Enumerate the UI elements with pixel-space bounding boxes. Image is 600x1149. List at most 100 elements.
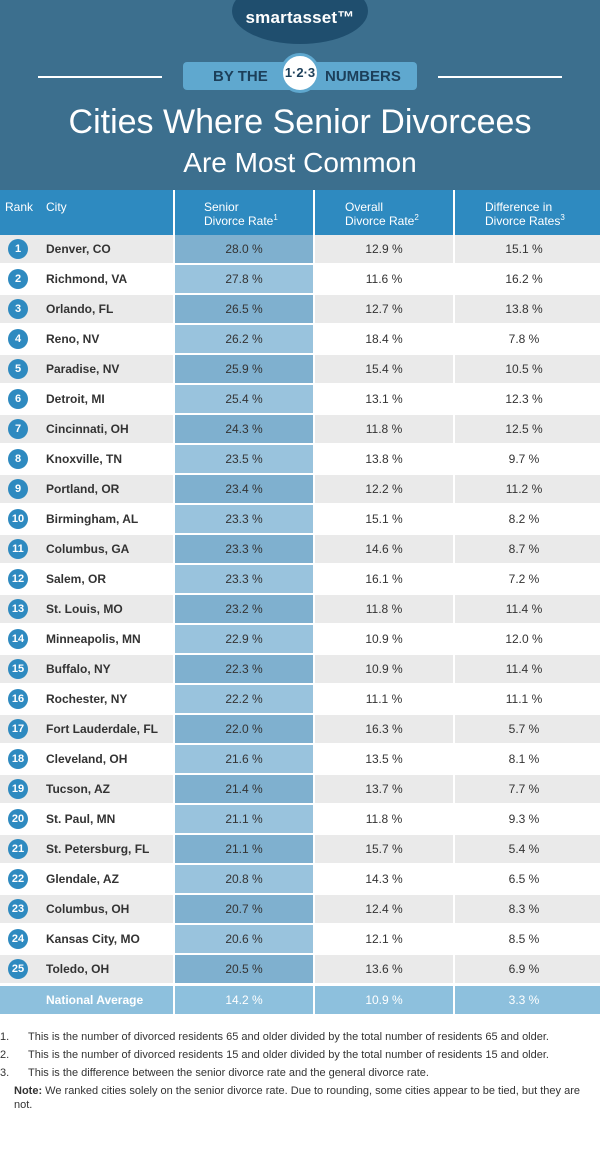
- senior-divorce-rate: 22.0 %: [225, 722, 263, 736]
- city-name: Minneapolis, MN: [46, 632, 141, 646]
- overall-divorce-rate: 13.1 %: [365, 392, 403, 406]
- senior-rate-cell-bg: [175, 655, 313, 683]
- rank-badge: 20: [8, 809, 28, 829]
- senior-divorce-rate: 27.8 %: [225, 272, 263, 286]
- table-row: 16 Rochester, NY 22.2 % 11.1 % 11.1 %: [0, 685, 600, 713]
- senior-rate-cell-bg: [175, 385, 313, 413]
- rank-badge: 5: [8, 359, 28, 379]
- banner-left-text: BY THE: [213, 68, 268, 85]
- senior-divorce-rate: 25.9 %: [225, 362, 263, 376]
- city-name: Columbus, OH: [46, 902, 130, 916]
- table-row: 20 St. Paul, MN 21.1 % 11.8 % 9.3 %: [0, 805, 600, 833]
- overall-divorce-rate: 12.2 %: [365, 482, 403, 496]
- overall-divorce-rate: 13.6 %: [365, 962, 403, 976]
- footnote-text: This is the number of divorced residents…: [28, 1049, 549, 1061]
- table-row: 6 Detroit, MI 25.4 % 13.1 % 12.3 %: [0, 385, 600, 413]
- city-name: Knoxville, TN: [46, 452, 123, 466]
- overall-divorce-rate: 11.6 %: [365, 272, 403, 286]
- overall-divorce-rate: 10.9 %: [365, 632, 403, 646]
- rank-badge: 1: [8, 239, 28, 259]
- overall-divorce-rate: 12.9 %: [365, 242, 403, 256]
- column-divider: [453, 190, 455, 1014]
- table-row: 15 Buffalo, NY 22.3 % 10.9 % 11.4 %: [0, 655, 600, 683]
- table-header: Rank City Senior Divorce Rate1 Overall D…: [0, 190, 600, 235]
- overall-divorce-rate: 11.8 %: [365, 812, 403, 826]
- overall-divorce-rate: 12.4 %: [365, 902, 403, 916]
- header: smartasset™ BY THE NUMBERS 1·2·3 Cities …: [0, 0, 600, 190]
- footnote-number: 2.: [0, 1049, 10, 1061]
- senior-rate-cell-bg: [175, 745, 313, 773]
- table-row: 14 Minneapolis, MN 22.9 % 10.9 % 12.0 %: [0, 625, 600, 653]
- senior-divorce-rate: 23.3 %: [225, 572, 263, 586]
- difference-in-rates: 11.2 %: [505, 482, 543, 496]
- overall-divorce-rate: 12.7 %: [365, 302, 403, 316]
- rank-badge: 18: [8, 749, 28, 769]
- senior-divorce-rate: 23.4 %: [225, 482, 263, 496]
- national-overall-rate: 10.9 %: [365, 993, 403, 1007]
- col-header-city: City: [46, 200, 67, 214]
- difference-in-rates: 10.5 %: [505, 362, 543, 376]
- city-name: Cleveland, OH: [46, 752, 128, 766]
- footnote-marker-1: 1: [273, 213, 278, 222]
- senior-rate-cell-bg: [175, 295, 313, 323]
- table-row: 5 Paradise, NV 25.9 % 15.4 % 10.5 %: [0, 355, 600, 383]
- city-name: St. Louis, MO: [46, 602, 123, 616]
- city-name: St. Paul, MN: [46, 812, 116, 826]
- city-name: Paradise, NV: [46, 362, 120, 376]
- difference-in-rates: 8.1 %: [508, 752, 540, 766]
- column-divider: [313, 190, 315, 1014]
- page-title: Cities Where Senior Divorcees: [68, 103, 532, 141]
- senior-rate-cell-bg: [175, 415, 313, 443]
- senior-rate-cell-bg: [175, 445, 313, 473]
- difference-in-rates: 5.7 %: [508, 722, 540, 736]
- senior-rate-cell-bg: [175, 235, 313, 263]
- smartasset-logo: smartasset™: [245, 8, 355, 27]
- difference-in-rates: 8.3 %: [508, 902, 540, 916]
- table-row: 25 Toledo, OH 20.5 % 13.6 % 6.9 %: [0, 955, 600, 983]
- senior-divorce-rate: 21.4 %: [225, 782, 263, 796]
- overall-divorce-rate: 11.1 %: [365, 692, 403, 706]
- senior-divorce-rate: 22.9 %: [225, 632, 263, 646]
- city-name: Rochester, NY: [46, 692, 128, 706]
- city-name: Portland, OR: [46, 482, 120, 496]
- senior-divorce-rate: 28.0 %: [225, 242, 263, 256]
- rank-badge: 7: [8, 419, 28, 439]
- rank-badge: 25: [8, 959, 28, 979]
- city-name: Tucson, AZ: [46, 782, 110, 796]
- table-row: 24 Kansas City, MO 20.6 % 12.1 % 8.5 %: [0, 925, 600, 953]
- senior-rate-cell-bg: [175, 325, 313, 353]
- senior-rate-cell-bg: [175, 505, 313, 533]
- overall-divorce-rate: 13.7 %: [365, 782, 403, 796]
- senior-divorce-rate: 20.6 %: [225, 932, 263, 946]
- rank-badge: 24: [8, 929, 28, 949]
- senior-rate-cell-bg: [175, 475, 313, 503]
- city-name: Birmingham, AL: [46, 512, 139, 526]
- senior-rate-cell-bg: [175, 865, 313, 893]
- table-row: 7 Cincinnati, OH 24.3 % 11.8 % 12.5 %: [0, 415, 600, 443]
- table-row: 22 Glendale, AZ 20.8 % 14.3 % 6.5 %: [0, 865, 600, 893]
- note: Note: We ranked cities solely on the sen…: [14, 1084, 589, 1112]
- rank-badge: 19: [8, 779, 28, 799]
- rank-badge: 9: [8, 479, 28, 499]
- rank-badge: 16: [8, 689, 28, 709]
- senior-rate-cell-bg: [175, 595, 313, 623]
- footnotes: 1. This is the number of divorced residen…: [0, 1030, 589, 1116]
- table-row: 3 Orlando, FL 26.5 % 12.7 % 13.8 %: [0, 295, 600, 323]
- footnote-text: This is the number of divorced residents…: [28, 1031, 549, 1043]
- city-name: Salem, OR: [46, 572, 107, 586]
- footnote-marker-2: 2: [414, 213, 419, 222]
- difference-in-rates: 6.9 %: [508, 962, 540, 976]
- note-label: Note:: [14, 1085, 43, 1097]
- table-row: 23 Columbus, OH 20.7 % 12.4 % 8.3 %: [0, 895, 600, 923]
- col-header-difference-line1: Difference in: [485, 200, 553, 214]
- city-name: Fort Lauderdale, FL: [46, 722, 159, 736]
- senior-divorce-rate: 22.2 %: [225, 692, 263, 706]
- rank-badge: 22: [8, 869, 28, 889]
- col-header-overall: Overall Divorce Rate2: [345, 200, 419, 228]
- difference-in-rates: 7.7 %: [508, 782, 540, 796]
- rank-badge: 14: [8, 629, 28, 649]
- table-row: 10 Birmingham, AL 23.3 % 15.1 % 8.2 %: [0, 505, 600, 533]
- city-name: Richmond, VA: [46, 272, 128, 286]
- footnote-text: This is the difference between the senio…: [28, 1067, 429, 1079]
- note-text: We ranked cities solely on the senior di…: [14, 1085, 580, 1111]
